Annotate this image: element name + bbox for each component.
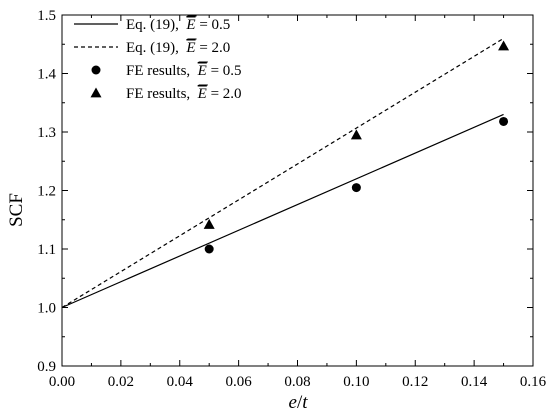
legend-symbol-e: E (197, 86, 207, 102)
legend-prefix: FE results, (126, 63, 198, 79)
y-tick-label: 1.2 (37, 184, 56, 200)
series-2-point (204, 244, 214, 254)
x-tick-label: 0.02 (108, 374, 134, 390)
legend-marker-2 (91, 65, 101, 75)
legend-symbol-e: E (185, 17, 195, 33)
legend-prefix: Eq. (19), (126, 40, 186, 56)
y-tick-label: 0.9 (37, 359, 56, 375)
series-3-point (350, 129, 362, 140)
legend-value: = 0.5 (196, 17, 231, 33)
x-axis-label-var-t: t (302, 392, 308, 413)
series-layer (61, 37, 510, 309)
x-axis-label: e/t (289, 392, 309, 413)
x-tick-label: 0.06 (226, 374, 253, 390)
x-tick-label: 0.14 (461, 374, 488, 390)
y-tick-label: 1.3 (37, 125, 56, 141)
x-tick-label: 0.00 (49, 374, 75, 390)
x-tick-label: 0.10 (343, 374, 369, 390)
x-tick-label: 0.16 (520, 374, 547, 390)
y-axis-label: SCF (6, 193, 27, 227)
y-axis-ticks: 0.9 1.0 1.1 1.2 1.3 1.4 1.5 (37, 8, 533, 375)
series-3-point (203, 218, 215, 229)
x-axis-label-var-e: e (289, 392, 297, 413)
legend-value: = 2.0 (196, 40, 231, 56)
x-tick-label: 0.12 (402, 374, 428, 390)
y-tick-label: 1.4 (37, 67, 56, 83)
legend-symbol-e: E (197, 63, 207, 79)
x-tick-label: 0.04 (167, 374, 194, 390)
legend-prefix: FE results, (126, 86, 198, 102)
series-2-point (351, 183, 361, 193)
series-line-0 (61, 113, 504, 309)
x-axis-ticks: 0.00 0.02 0.04 0.06 0.08 0.10 0.12 0.14 0.16 (49, 15, 547, 390)
legend-entry-1: Eq. (19), E = 2.0 (126, 40, 230, 56)
legend-prefix: Eq. (19), (126, 17, 186, 33)
y-tick-label: 1.1 (37, 242, 56, 258)
legend-entry-3: FE results, E = 2.0 (126, 86, 242, 102)
legend-marker-3 (90, 87, 102, 98)
legend-value: = 2.0 (207, 86, 242, 102)
legend-entry-0: Eq. (19), E = 0.5 (126, 17, 230, 33)
y-tick-label: 1.5 (37, 8, 56, 24)
legend-value: = 0.5 (207, 63, 242, 79)
legend-entry-2: FE results, E = 0.5 (126, 63, 242, 79)
series-2-point (499, 116, 509, 126)
x-axis-label-sep: / (297, 392, 303, 413)
series-3-point (498, 40, 510, 51)
series-line-1 (61, 37, 504, 309)
y-tick-label: 1.0 (37, 301, 56, 317)
legend: Eq. (19), E = 0.5Eq. (19), E = 2.0FE res… (74, 15, 242, 102)
legend-symbol-e: E (185, 40, 195, 56)
x-tick-label: 0.08 (284, 374, 310, 390)
